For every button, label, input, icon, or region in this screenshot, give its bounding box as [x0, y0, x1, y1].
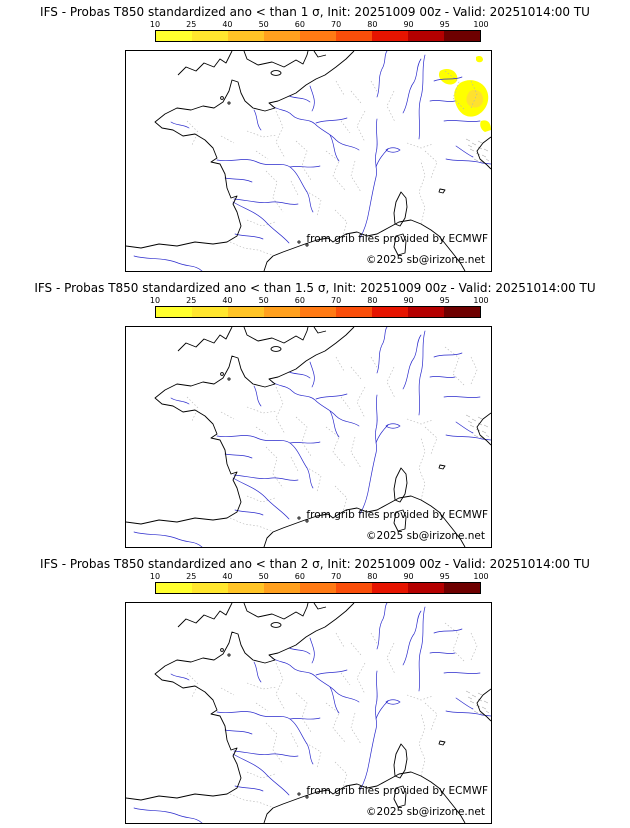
colorbar-segment	[192, 583, 228, 593]
forecast-panel-1-5sigma: IFS - Probas T850 standardized ano < tha…	[0, 276, 630, 552]
colorbar-segment	[444, 583, 480, 593]
map-western-europe: from grib files provided by ECMWF ©2025 …	[125, 602, 492, 824]
colorbar-segment	[408, 307, 444, 317]
colorbar-segment	[228, 31, 264, 41]
copyright-text: ©2025 sb@irizone.net	[366, 530, 485, 542]
colorbar-segment	[228, 583, 264, 593]
colorbar-segment	[228, 307, 264, 317]
colorbar-tick-label: 95	[439, 20, 450, 29]
colorbar-tick-label: 80	[367, 296, 378, 305]
colorbar-ticks: 10 25 40 50 60 70 80 90 95 100	[150, 572, 489, 582]
colorbar-segment	[264, 583, 300, 593]
colorbar-tick-label: 80	[367, 20, 378, 29]
colorbar-tick-label: 100	[473, 20, 489, 29]
colorbar-tick-label: 70	[331, 296, 342, 305]
forecast-panel-1sigma: IFS - Probas T850 standardized ano < tha…	[0, 0, 630, 276]
colorbar-ticks: 10 25 40 50 60 70 80 90 95 100	[150, 20, 489, 30]
colorbar-tick-label: 10	[149, 20, 161, 29]
colorbar-segment	[192, 31, 228, 41]
colorbar-bar	[155, 582, 481, 594]
panel-title: IFS - Probas T850 standardized ano < tha…	[40, 5, 590, 19]
panel-title: IFS - Probas T850 standardized ano < tha…	[34, 281, 596, 295]
colorbar-tick-label: 50	[258, 296, 269, 305]
forecast-panel-2sigma: IFS - Probas T850 standardized ano < tha…	[0, 552, 630, 828]
colorbar-tick-label: 10	[149, 296, 161, 305]
colorbar-tick-label: 90	[403, 572, 414, 581]
colorbar: 10 25 40 50 60 70 80 90 95 100	[150, 20, 489, 45]
colorbar-tick-label: 90	[403, 20, 414, 29]
colorbar-tick-label: 90	[403, 296, 414, 305]
colorbar-tick-label: 10	[149, 572, 161, 581]
colorbar-segment	[156, 31, 192, 41]
colorbar-tick-label: 25	[186, 572, 197, 581]
colorbar-segment	[192, 307, 228, 317]
colorbar-segment	[372, 583, 408, 593]
credit-text: from grib files provided by ECMWF	[306, 509, 488, 521]
colorbar-tick-label: 95	[439, 572, 450, 581]
colorbar-tick-label: 100	[473, 296, 489, 305]
colorbar-tick-label: 95	[439, 296, 450, 305]
copyright-text: ©2025 sb@irizone.net	[366, 806, 485, 818]
colorbar-tick-label: 70	[331, 20, 342, 29]
panel-title: IFS - Probas T850 standardized ano < tha…	[40, 557, 590, 571]
copyright-text: ©2025 sb@irizone.net	[366, 254, 485, 266]
colorbar-segment	[336, 31, 372, 41]
colorbar-tick-label: 25	[186, 296, 197, 305]
colorbar-segment	[372, 31, 408, 41]
colorbar-segment	[264, 31, 300, 41]
colorbar-tick-label: 40	[222, 20, 233, 29]
colorbar-segment	[264, 307, 300, 317]
colorbar-segment	[444, 307, 480, 317]
colorbar-segment	[300, 307, 336, 317]
colorbar-segment	[156, 307, 192, 317]
map-western-europe: from grib files provided by ECMWF ©2025 …	[125, 326, 492, 548]
colorbar-tick-label: 40	[222, 296, 233, 305]
colorbar-tick-label: 60	[294, 20, 305, 29]
colorbar-tick-label: 60	[294, 296, 305, 305]
credit-text: from grib files provided by ECMWF	[306, 233, 488, 245]
colorbar-tick-label: 50	[258, 572, 269, 581]
colorbar-segment	[300, 31, 336, 41]
colorbar-segment	[336, 307, 372, 317]
colorbar-tick-label: 60	[294, 572, 305, 581]
colorbar-tick-label: 100	[473, 572, 489, 581]
colorbar: 10 25 40 50 60 70 80 90 95 100	[150, 296, 489, 321]
colorbar-bar	[155, 30, 481, 42]
map-western-europe: from grib files provided by ECMWF ©2025 …	[125, 50, 492, 272]
colorbar-ticks: 10 25 40 50 60 70 80 90 95 100	[150, 296, 489, 306]
colorbar-segment	[336, 583, 372, 593]
colorbar-segment	[408, 31, 444, 41]
colorbar-segment	[372, 307, 408, 317]
colorbar-tick-label: 40	[222, 572, 233, 581]
credit-text: from grib files provided by ECMWF	[306, 785, 488, 797]
colorbar-segment	[408, 583, 444, 593]
colorbar-tick-label: 25	[186, 20, 197, 29]
colorbar-segment	[300, 583, 336, 593]
colorbar-tick-label: 70	[331, 572, 342, 581]
colorbar-segment	[156, 583, 192, 593]
colorbar-segment	[444, 31, 480, 41]
colorbar-tick-label: 50	[258, 20, 269, 29]
colorbar-bar	[155, 306, 481, 318]
colorbar: 10 25 40 50 60 70 80 90 95 100	[150, 572, 489, 597]
colorbar-tick-label: 80	[367, 572, 378, 581]
